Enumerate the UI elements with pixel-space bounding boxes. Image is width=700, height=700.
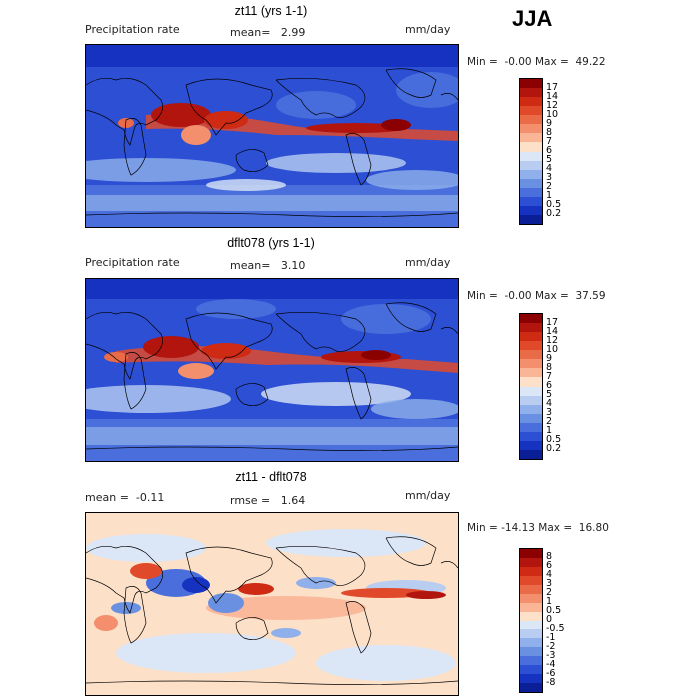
colorbar-tick: -1 (546, 632, 556, 643)
colorbar-tick: 17 (546, 317, 559, 328)
panel-3-mean: mean = -0.11 (85, 491, 165, 504)
colorbar-tick: 1 (546, 190, 553, 201)
colorbar-tick: 9 (546, 118, 553, 129)
colorbar-tick: 3 (546, 172, 553, 183)
panel-1-field-label: Precipitation rate (85, 23, 180, 36)
colorbar-tick: 4 (546, 398, 553, 409)
colorbar-tick: 5 (546, 154, 553, 165)
panel-1-mean: mean= 2.99 (230, 26, 306, 39)
colorbar-tick: 8 (546, 127, 553, 138)
colorbar-tick: 0.2 (546, 208, 562, 219)
colorbar-tick: -6 (546, 668, 556, 679)
panel-2-unit: mm/day (405, 256, 451, 269)
colorbar-tick: 3 (546, 578, 553, 589)
colorbar-tick: 3 (546, 407, 553, 418)
colorbar-tick: 12 (546, 335, 559, 346)
season-label: JJA (512, 6, 553, 31)
colorbar-tick: 0 (546, 614, 553, 625)
panel-1-colorbar (519, 78, 543, 225)
panel-3-title: zt11 - dflt078 (235, 470, 307, 484)
colorbar-tick: -4 (546, 659, 556, 670)
colorbar-tick: 6 (546, 145, 553, 156)
colorbar-tick: -0.5 (546, 623, 565, 634)
panel-2-map (85, 278, 459, 462)
colorbar-tick: 6 (546, 560, 553, 571)
colorbar-tick: 2 (546, 416, 553, 427)
colorbar-tick: 2 (546, 181, 553, 192)
colorbar-tick: 17 (546, 82, 559, 93)
colorbar-tick: 8 (546, 362, 553, 373)
panel-1-unit: mm/day (405, 23, 451, 36)
colorbar-tick: 4 (546, 569, 553, 580)
colorbar-tick: 8 (546, 551, 553, 562)
panel-3-rmse: rmse = 1.64 (230, 494, 306, 507)
colorbar-tick: 10 (546, 109, 559, 120)
colorbar-tick: -8 (546, 677, 556, 688)
panel-1-minmax: Min = -0.00 Max = 49.22 (467, 56, 606, 68)
panel-2-minmax: Min = -0.00 Max = 37.59 (467, 290, 606, 302)
colorbar-tick: 10 (546, 344, 559, 355)
colorbar-tick: 0.5 (546, 434, 562, 445)
panel-2-title: dflt078 (yrs 1-1) (227, 236, 315, 250)
colorbar-tick: -2 (546, 641, 556, 652)
colorbar-tick: 1 (546, 596, 553, 607)
colorbar-tick: 7 (546, 136, 553, 147)
colorbar-tick: 14 (546, 326, 559, 337)
colorbar-tick: 9 (546, 353, 553, 364)
panel-3-colorbar (519, 548, 543, 693)
colorbar-tick: 2 (546, 587, 553, 598)
colorbar-tick: 7 (546, 371, 553, 382)
panel-3-unit: mm/day (405, 489, 451, 502)
colorbar-tick: 12 (546, 100, 559, 111)
colorbar-tick: 14 (546, 91, 559, 102)
colorbar-tick: 5 (546, 389, 553, 400)
colorbar-tick: -3 (546, 650, 556, 661)
colorbar-tick: 6 (546, 380, 553, 391)
panel-3-map (85, 512, 459, 696)
colorbar-tick: 0.2 (546, 443, 562, 454)
panel-3-minmax: Min = -14.13 Max = 16.80 (467, 522, 609, 534)
panel-1-map (85, 44, 459, 228)
panel-1-title: zt11 (yrs 1-1) (234, 4, 308, 18)
colorbar-tick: 0.5 (546, 199, 562, 210)
panel-2-colorbar (519, 313, 543, 460)
panel-2-field-label: Precipitation rate (85, 256, 180, 269)
colorbar-tick: 1 (546, 425, 553, 436)
panel-2-mean: mean= 3.10 (230, 259, 306, 272)
colorbar-tick: 0.5 (546, 605, 562, 616)
colorbar-tick: 4 (546, 163, 553, 174)
